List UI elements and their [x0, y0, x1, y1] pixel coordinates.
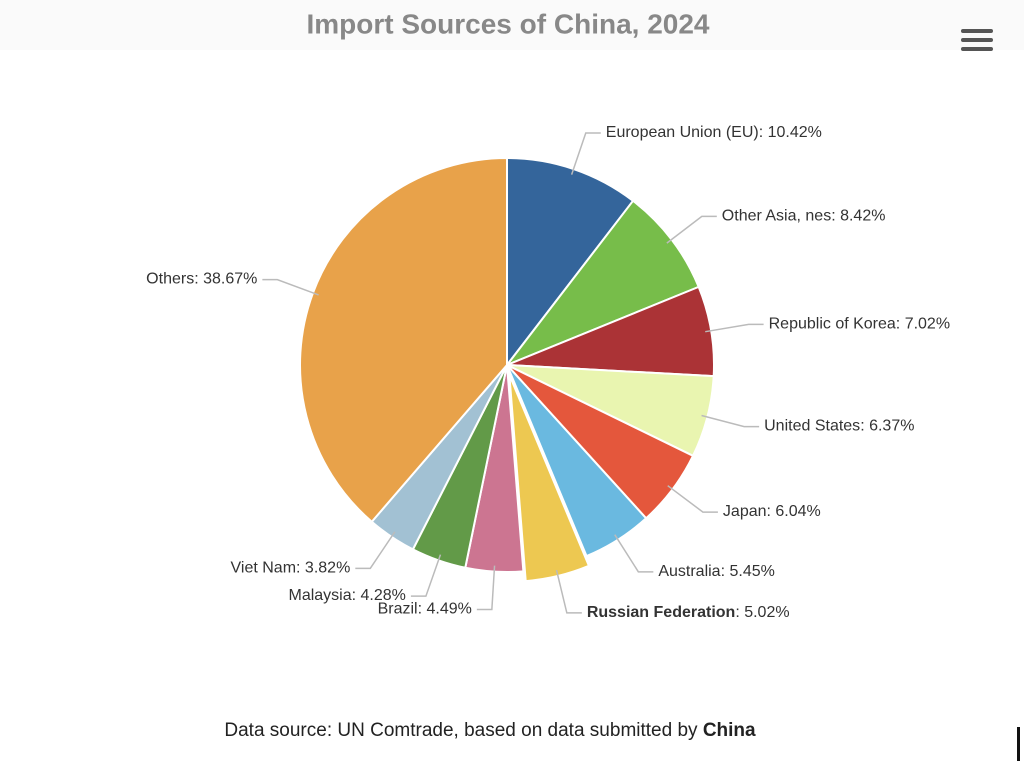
connector — [555, 569, 582, 614]
connector — [355, 531, 396, 570]
credits-text: Data source: UN Comtrade, based on data … — [224, 720, 702, 741]
data-label: Malaysia: 4.28% — [288, 587, 405, 604]
connector — [701, 414, 760, 428]
label-separator: : — [418, 601, 427, 618]
connector — [705, 323, 764, 333]
label-name: United States — [764, 418, 860, 435]
connector — [410, 554, 442, 597]
label-value: 10.42% — [768, 124, 822, 141]
connector — [476, 565, 496, 611]
label-name: Republic of Korea — [769, 316, 896, 333]
menu-button[interactable] — [961, 29, 993, 51]
data-label: Viet Nam: 3.82% — [231, 560, 351, 577]
label-separator: : — [296, 560, 305, 577]
data-label: Others: 38.67% — [146, 271, 257, 288]
data-label: United States: 6.37% — [764, 418, 914, 435]
label-separator: : — [194, 271, 203, 288]
label-separator: : — [831, 208, 840, 225]
label-separator: : — [767, 503, 776, 520]
label-value: 3.82% — [305, 560, 350, 577]
label-name: Russian Federation — [587, 604, 735, 621]
menu-bar — [961, 29, 993, 33]
label-value: 38.67% — [203, 271, 257, 288]
menu-bar — [961, 38, 993, 42]
connector — [666, 215, 717, 244]
connector — [262, 278, 319, 296]
label-value: 5.02% — [744, 604, 789, 621]
data-label: Japan: 6.04% — [723, 503, 821, 520]
label-name: Others — [146, 271, 194, 288]
label-value: 4.28% — [361, 587, 406, 604]
data-label: Republic of Korea: 7.02% — [769, 316, 950, 333]
credits-reporter: China — [703, 720, 756, 741]
label-value: 6.04% — [775, 503, 820, 520]
label-separator: : — [896, 316, 905, 333]
label-name: Other Asia, nes — [722, 208, 831, 225]
data-label: Other Asia, nes: 8.42% — [722, 208, 886, 225]
menu-bar — [961, 47, 993, 51]
label-value: 7.02% — [905, 316, 950, 333]
label-name: Australia — [658, 563, 720, 580]
label-value: 8.42% — [840, 208, 885, 225]
label-name: Brazil — [378, 601, 418, 618]
title-bar — [0, 0, 1024, 50]
label-separator: : — [352, 587, 361, 604]
label-name: Malaysia — [288, 587, 351, 604]
data-label: European Union (EU): 10.42% — [606, 124, 822, 141]
connector — [614, 534, 654, 573]
label-value: 6.37% — [869, 418, 914, 435]
label-separator: : — [860, 418, 869, 435]
connector — [570, 132, 601, 175]
label-separator: : — [759, 124, 768, 141]
data-label: Brazil: 4.49% — [378, 601, 472, 618]
label-value: 5.45% — [729, 563, 774, 580]
credits: Data source: UN Comtrade, based on data … — [224, 720, 756, 741]
label-separator: : — [721, 563, 730, 580]
data-label: Russian Federation: 5.02% — [587, 604, 790, 621]
cursor — [1017, 727, 1020, 761]
label-name: Japan — [723, 503, 767, 520]
data-label: Australia: 5.45% — [658, 563, 775, 580]
label-name: European Union (EU) — [606, 124, 759, 141]
label-name: Viet Nam — [231, 560, 297, 577]
label-value: 4.49% — [426, 601, 471, 618]
chart-title: Import Sources of China, 2024 — [307, 8, 710, 39]
connector — [667, 485, 718, 513]
label-separator: : — [735, 604, 744, 621]
